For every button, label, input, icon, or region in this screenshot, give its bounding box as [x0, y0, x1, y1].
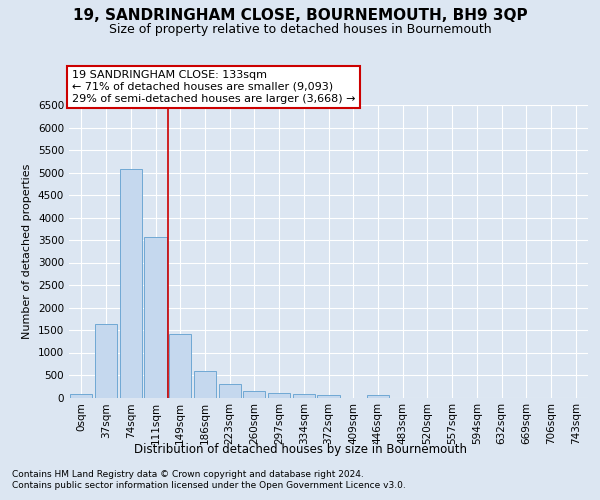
Bar	[218, 384, 241, 398]
Bar	[169, 334, 191, 398]
Text: Contains HM Land Registry data © Crown copyright and database right 2024.: Contains HM Land Registry data © Crown c…	[12, 470, 364, 479]
Y-axis label: Number of detached properties: Number of detached properties	[22, 164, 32, 339]
Bar	[293, 394, 315, 398]
Text: Size of property relative to detached houses in Bournemouth: Size of property relative to detached ho…	[109, 22, 491, 36]
Text: Contains public sector information licensed under the Open Government Licence v3: Contains public sector information licen…	[12, 481, 406, 490]
Bar	[119, 170, 142, 398]
Bar	[95, 324, 117, 398]
Bar	[194, 371, 216, 398]
Bar	[70, 394, 92, 398]
Bar	[367, 395, 389, 398]
Text: Distribution of detached houses by size in Bournemouth: Distribution of detached houses by size …	[133, 442, 467, 456]
Bar	[317, 395, 340, 398]
Bar	[243, 391, 265, 398]
Bar	[145, 237, 167, 398]
Text: 19, SANDRINGHAM CLOSE, BOURNEMOUTH, BH9 3QP: 19, SANDRINGHAM CLOSE, BOURNEMOUTH, BH9 …	[73, 8, 527, 22]
Text: 19 SANDRINGHAM CLOSE: 133sqm
← 71% of detached houses are smaller (9,093)
29% of: 19 SANDRINGHAM CLOSE: 133sqm ← 71% of de…	[71, 70, 355, 104]
Bar	[268, 392, 290, 398]
